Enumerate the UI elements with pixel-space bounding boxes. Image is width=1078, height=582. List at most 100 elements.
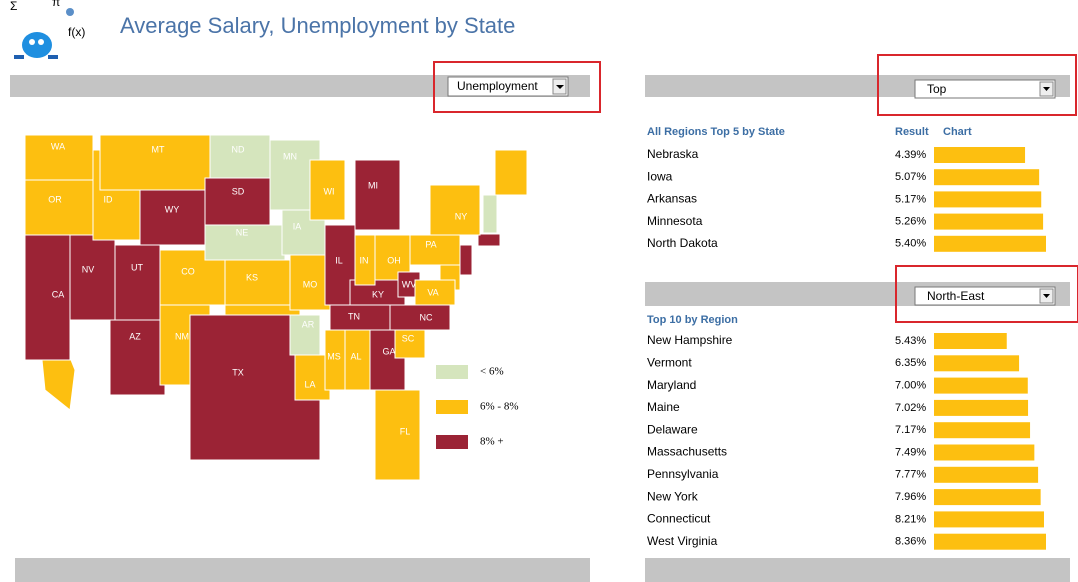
state-label: UT — [131, 262, 143, 272]
state-shape — [494, 149, 528, 196]
state-name: New York — [647, 489, 699, 503]
result-bar — [934, 235, 1046, 252]
highlight-box — [433, 61, 601, 113]
legend-swatch — [436, 435, 468, 449]
result-bar — [934, 489, 1041, 506]
state-shape — [109, 319, 166, 396]
state-shape — [24, 234, 71, 361]
state-name: Minnesota — [647, 214, 703, 228]
state-label: ND — [232, 144, 245, 154]
state-label: LA — [304, 379, 315, 389]
state-label: NE — [236, 227, 249, 237]
result-label: 6.35% — [895, 357, 926, 369]
result-label: 8.36% — [895, 536, 926, 548]
state-shape — [309, 159, 346, 221]
result-label: 7.17% — [895, 424, 926, 436]
legend-swatch — [436, 400, 468, 414]
state-shape — [459, 244, 473, 276]
panel-bar — [10, 75, 590, 97]
state-label: AZ — [129, 331, 141, 341]
state-name: North Dakota — [647, 236, 718, 250]
legend-label: 6% - 8% — [480, 401, 519, 413]
state-label: WI — [324, 186, 335, 196]
state-label: AR — [302, 319, 315, 329]
state-label: MS — [327, 351, 341, 361]
state-shape — [224, 259, 291, 306]
result-label: 8.21% — [895, 513, 926, 525]
state-shape — [394, 329, 426, 359]
state-label: MI — [368, 180, 378, 190]
state-label: WY — [165, 204, 180, 214]
state-label: NV — [82, 264, 95, 274]
state-shape — [99, 134, 211, 191]
state-label: OR — [48, 194, 62, 204]
dropdown[interactable]: North-East — [914, 286, 1056, 306]
state-shape — [204, 177, 271, 226]
state-label: MO — [303, 279, 318, 289]
state-shape — [414, 279, 456, 306]
panel-bar — [645, 558, 1070, 582]
state-label: GA — [382, 346, 395, 356]
table-heading: All Regions Top 5 by State — [647, 126, 785, 138]
result-bar — [934, 191, 1042, 208]
state-label: FL — [400, 426, 411, 436]
state-shape — [289, 314, 321, 356]
state-label: SD — [232, 186, 245, 196]
state-shape — [289, 254, 331, 311]
state-name: Massachusetts — [647, 445, 727, 459]
dropdown-value: Top — [927, 82, 947, 96]
state-name: Nebraska — [647, 147, 699, 161]
state-name: Maine — [647, 400, 680, 414]
result-label: 7.00% — [895, 380, 926, 392]
result-bar — [934, 511, 1044, 528]
state-label: CA — [52, 289, 65, 299]
result-bar — [934, 355, 1020, 372]
state-label: NM — [175, 331, 189, 341]
result-bar — [934, 399, 1029, 416]
state-label: MT — [152, 144, 165, 154]
state-shape — [329, 304, 391, 331]
legend-label: 8% + — [480, 436, 504, 448]
dropdown[interactable]: Unemployment — [447, 76, 569, 97]
state-label: NY — [455, 211, 468, 221]
page-title: Average Salary, Unemployment by State — [120, 13, 515, 38]
result-bar — [934, 533, 1046, 550]
state-shape — [139, 189, 206, 246]
state-label: IL — [335, 255, 343, 265]
logo-symbol: π — [52, 0, 60, 9]
result-bar — [934, 213, 1044, 230]
highlight-box — [895, 265, 1078, 323]
state-shape — [114, 244, 161, 321]
state-label: VA — [427, 287, 438, 297]
state-label: IN — [360, 255, 369, 265]
highlight-box — [877, 54, 1077, 116]
state-name: Iowa — [647, 169, 673, 183]
state-shape — [69, 234, 116, 321]
state-shape — [374, 389, 421, 481]
state-shape — [209, 134, 271, 179]
state-label: NC — [420, 312, 433, 322]
state-label: TN — [348, 311, 360, 321]
state-shape — [344, 329, 371, 391]
tables: All Regions Top 5 by State Result Chart … — [647, 126, 1046, 550]
state-name: Pennsylvania — [647, 467, 719, 481]
state-label: WA — [51, 141, 65, 151]
logo: Σ π f(x) — [10, 0, 85, 59]
state-shape — [24, 179, 94, 236]
result-bar — [934, 444, 1035, 461]
dropdown[interactable]: Top — [914, 79, 1056, 99]
state-label: PA — [425, 239, 436, 249]
legend: < 6% 6% - 8% 8% + — [436, 365, 519, 449]
state-shape — [429, 184, 481, 236]
result-bar — [934, 377, 1028, 394]
panel-bar — [15, 558, 590, 582]
state-name: New Hampshire — [647, 333, 733, 347]
us-map: WAORCANVIDMTWYUTAZCONMNDSDNEKSOKTXMNIAMO… — [24, 134, 528, 481]
result-label: 4.39% — [895, 149, 926, 161]
state-label: TX — [232, 367, 244, 377]
column-header: Chart — [943, 126, 972, 138]
state-label: OH — [387, 255, 401, 265]
state-shape — [409, 234, 461, 266]
column-header: Result — [895, 126, 929, 138]
state-label: CO — [181, 266, 195, 276]
